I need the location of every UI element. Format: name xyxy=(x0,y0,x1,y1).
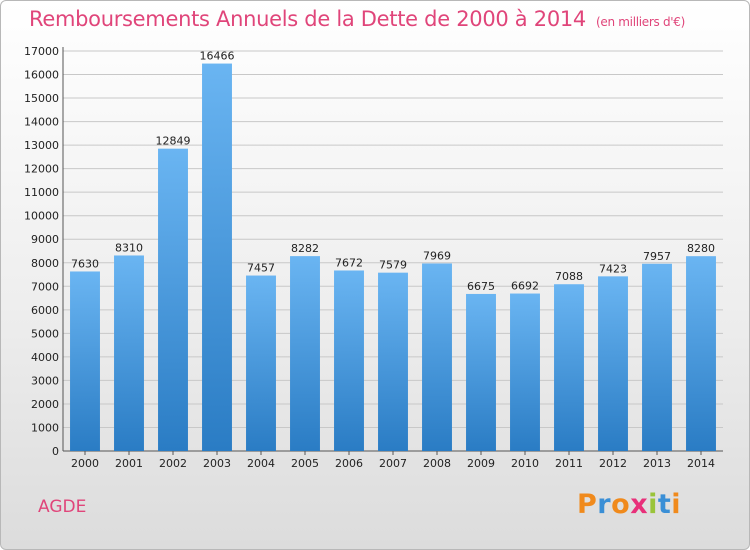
bar xyxy=(246,275,276,451)
data-label: 7630 xyxy=(71,257,99,270)
data-label: 12849 xyxy=(156,135,191,148)
bar xyxy=(510,293,540,451)
logo-letter: i xyxy=(671,489,682,520)
bar xyxy=(642,263,672,451)
data-label: 7457 xyxy=(247,262,275,275)
y-tick-label: 7000 xyxy=(31,280,59,293)
y-tick-label: 14000 xyxy=(24,116,59,129)
bar xyxy=(598,276,628,451)
title-text: Remboursements Annuels de la Dette de 20… xyxy=(29,7,586,31)
x-tick-label: 2010 xyxy=(511,457,539,470)
logo-letter: P xyxy=(577,489,598,520)
data-label: 8282 xyxy=(291,242,319,255)
bar xyxy=(70,271,100,451)
data-label: 7672 xyxy=(335,256,363,269)
y-tick-label: 2000 xyxy=(31,398,59,411)
logo-letter: r xyxy=(597,489,612,520)
logo-letter: x xyxy=(630,489,649,520)
logo-letter: i xyxy=(648,489,658,520)
logo-letter: o xyxy=(611,489,631,520)
data-label: 16466 xyxy=(200,50,235,63)
x-tick-label: 2004 xyxy=(247,457,275,470)
bar xyxy=(466,293,496,451)
y-tick-label: 9000 xyxy=(31,233,59,246)
y-tick-label: 15000 xyxy=(24,92,59,105)
bar xyxy=(422,263,452,451)
bar xyxy=(114,255,144,451)
data-label: 7423 xyxy=(599,262,627,275)
x-tick-label: 2007 xyxy=(379,457,407,470)
y-tick-label: 12000 xyxy=(24,163,59,176)
bar xyxy=(158,148,188,451)
x-tick-label: 2011 xyxy=(555,457,583,470)
x-tick-label: 2009 xyxy=(467,457,495,470)
chart-subtitle: (en milliers d'€) xyxy=(596,15,686,29)
x-tick-label: 2012 xyxy=(599,457,627,470)
bar xyxy=(334,270,364,451)
x-tick-label: 2006 xyxy=(335,457,363,470)
data-label: 7969 xyxy=(423,249,451,262)
data-label: 6692 xyxy=(511,280,539,293)
bar xyxy=(378,272,408,451)
y-tick-label: 8000 xyxy=(31,257,59,270)
x-tick-label: 2008 xyxy=(423,457,451,470)
x-tick-label: 2003 xyxy=(203,457,231,470)
y-tick-label: 16000 xyxy=(24,69,59,82)
y-tick-label: 11000 xyxy=(24,186,59,199)
x-tick-label: 2002 xyxy=(159,457,187,470)
y-tick-label: 3000 xyxy=(31,374,59,387)
y-tick-label: 0 xyxy=(52,445,59,458)
proxiti-logo: Proxiti xyxy=(577,489,681,520)
y-tick-label: 6000 xyxy=(31,304,59,317)
bar xyxy=(290,256,320,451)
data-label: 6675 xyxy=(467,280,495,293)
y-tick-label: 10000 xyxy=(24,210,59,223)
x-tick-label: 2014 xyxy=(687,457,715,470)
data-label: 7957 xyxy=(643,250,671,263)
x-tick-label: 2005 xyxy=(291,457,319,470)
city-name: AGDE xyxy=(38,497,87,517)
y-tick-label: 13000 xyxy=(24,139,59,152)
data-label: 8310 xyxy=(115,241,143,254)
y-tick-label: 1000 xyxy=(31,421,59,434)
data-label: 7579 xyxy=(379,259,407,272)
data-label: 8280 xyxy=(687,242,715,255)
y-tick-label: 17000 xyxy=(24,45,59,58)
bar xyxy=(554,284,584,451)
x-tick-label: 2001 xyxy=(115,457,143,470)
y-tick-label: 5000 xyxy=(31,327,59,340)
x-tick-label: 2013 xyxy=(643,457,671,470)
logo-letter: t xyxy=(657,489,672,520)
y-tick-label: 4000 xyxy=(31,351,59,364)
bar xyxy=(202,63,232,452)
x-tick-label: 2000 xyxy=(71,457,99,470)
bar xyxy=(686,256,716,451)
chart-title: Remboursements Annuels de la Dette de 20… xyxy=(29,7,685,31)
data-label: 7088 xyxy=(555,270,583,283)
